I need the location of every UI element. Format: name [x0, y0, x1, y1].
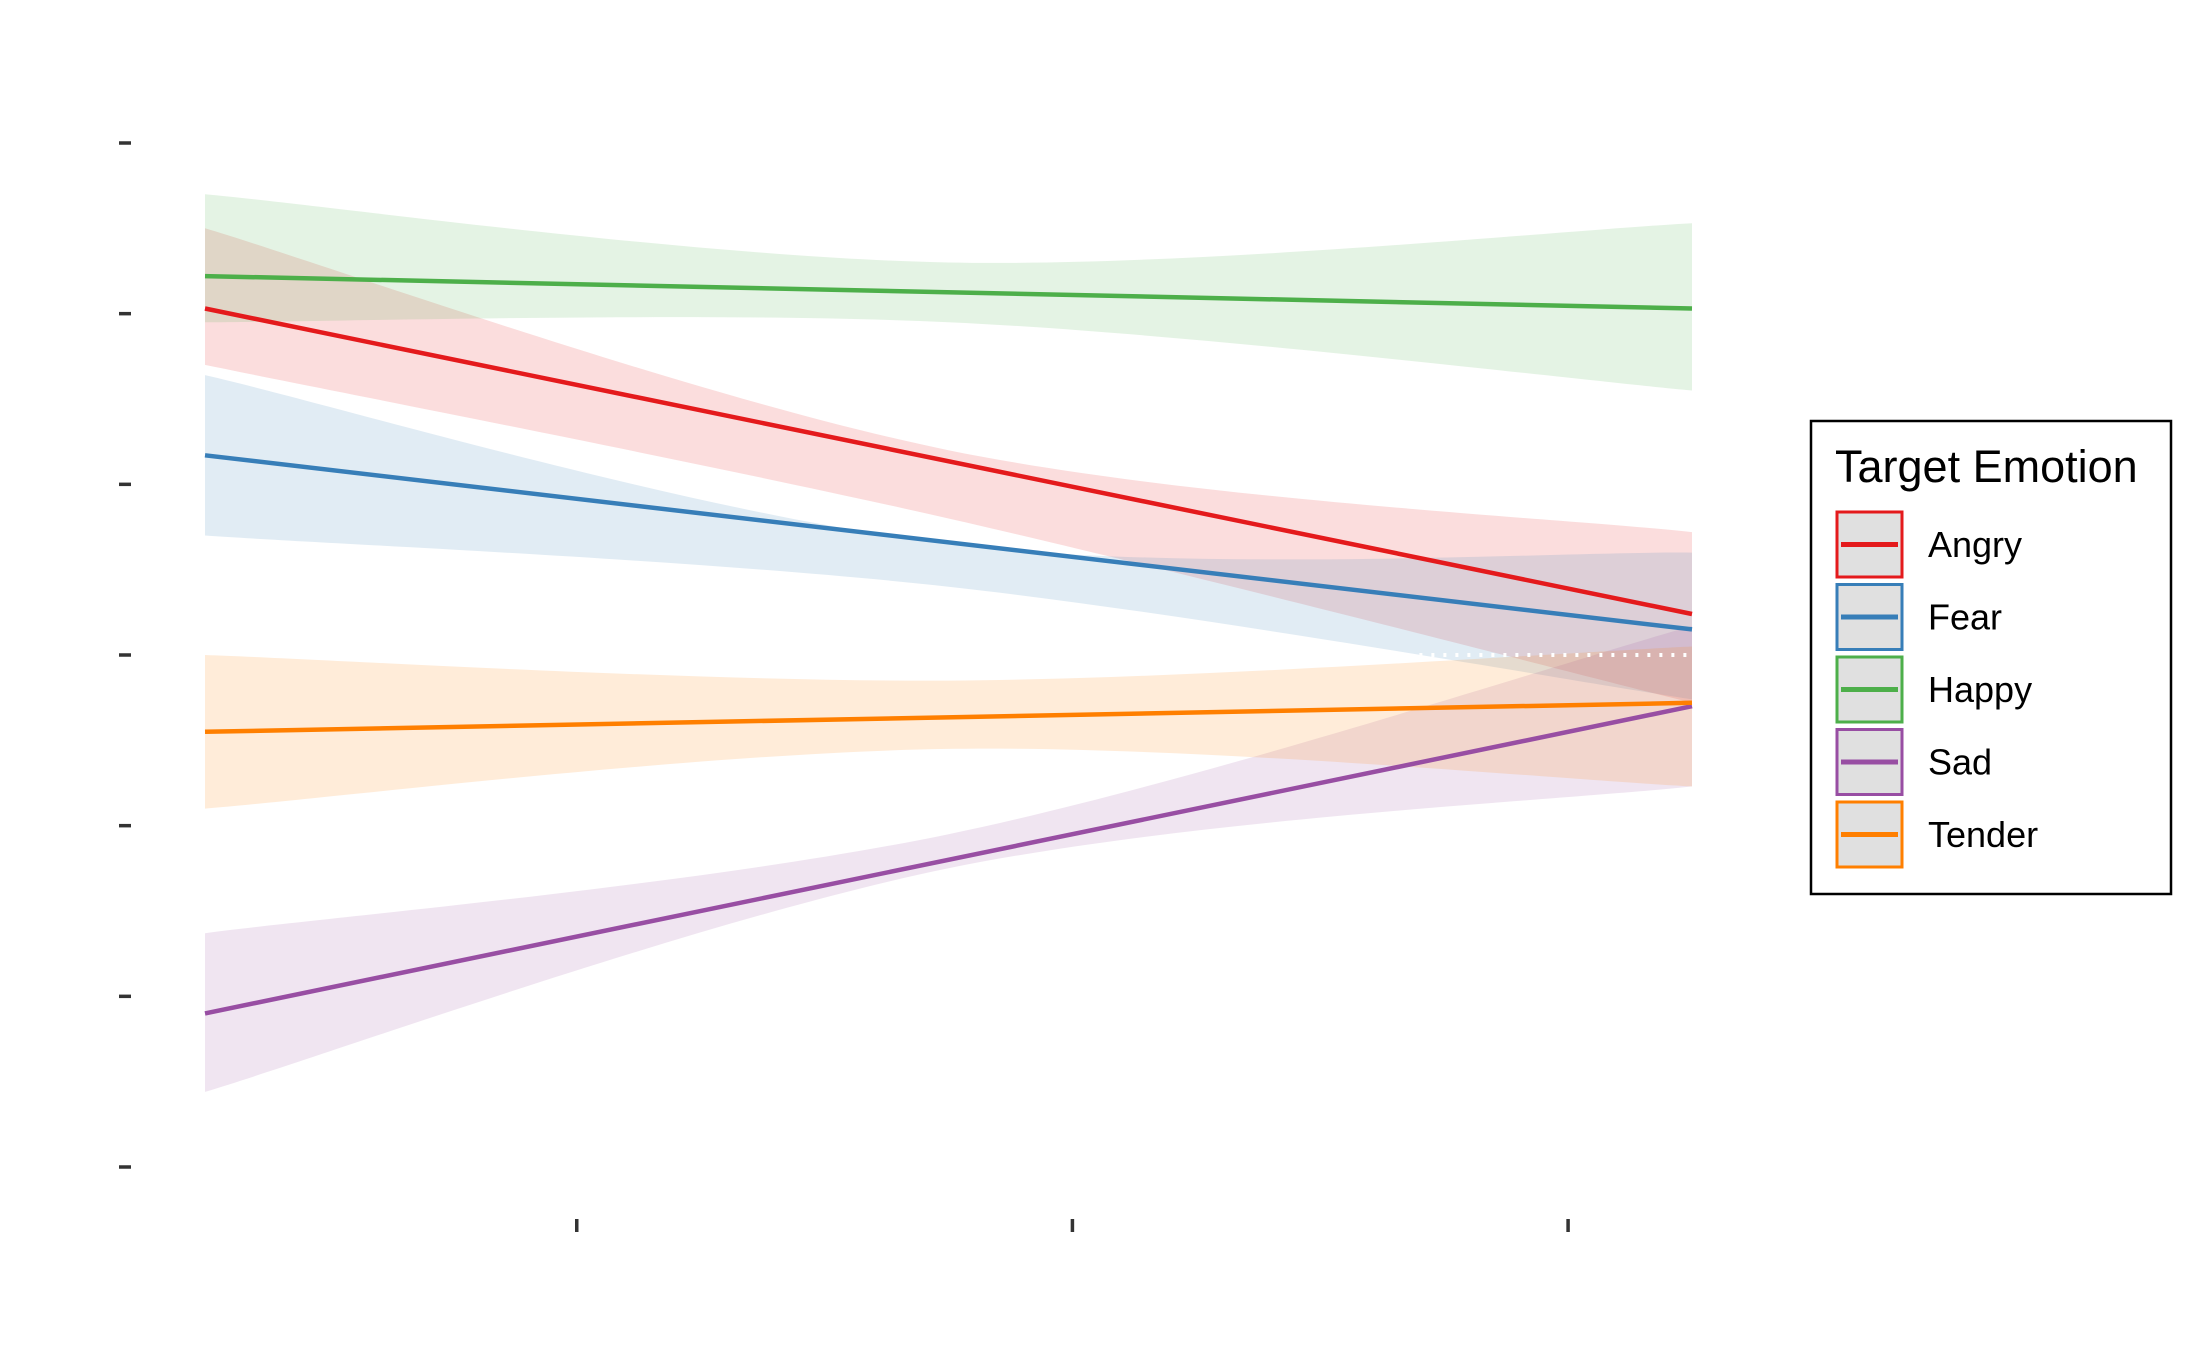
legend-label-fear: Fear	[1928, 597, 2002, 638]
series-lines	[204, 273, 1693, 1016]
legend-label-angry: Angry	[1928, 524, 2022, 565]
legend-label-sad: Sad	[1928, 742, 1992, 783]
legend: Target Emotion Angry Fear Happy Sad Tender	[1809, 419, 2173, 896]
legend-label-tender: Tender	[1928, 814, 2038, 855]
legend-title: Target Emotion	[1835, 441, 2138, 492]
line-sad	[204, 703, 1693, 1016]
band-fear	[205, 375, 1692, 700]
line-happy	[204, 273, 1693, 311]
legend-item-fear: Fear	[1835, 583, 2002, 651]
band-tender	[205, 646, 1692, 809]
legend-item-tender: Tender	[1835, 800, 2038, 869]
line-tender	[204, 700, 1693, 735]
legend-item-happy: Happy	[1835, 655, 2032, 724]
line-angry	[204, 306, 1693, 617]
legend-item-sad: Sad	[1835, 728, 1992, 796]
legend-label-happy: Happy	[1928, 669, 2032, 710]
legend-item-angry: Angry	[1835, 510, 2022, 579]
line-fear	[204, 453, 1693, 632]
confidence-bands	[205, 194, 1692, 1092]
axes	[119, 141, 1570, 1232]
legend-items: Angry Fear Happy Sad Tender	[1835, 510, 2038, 869]
